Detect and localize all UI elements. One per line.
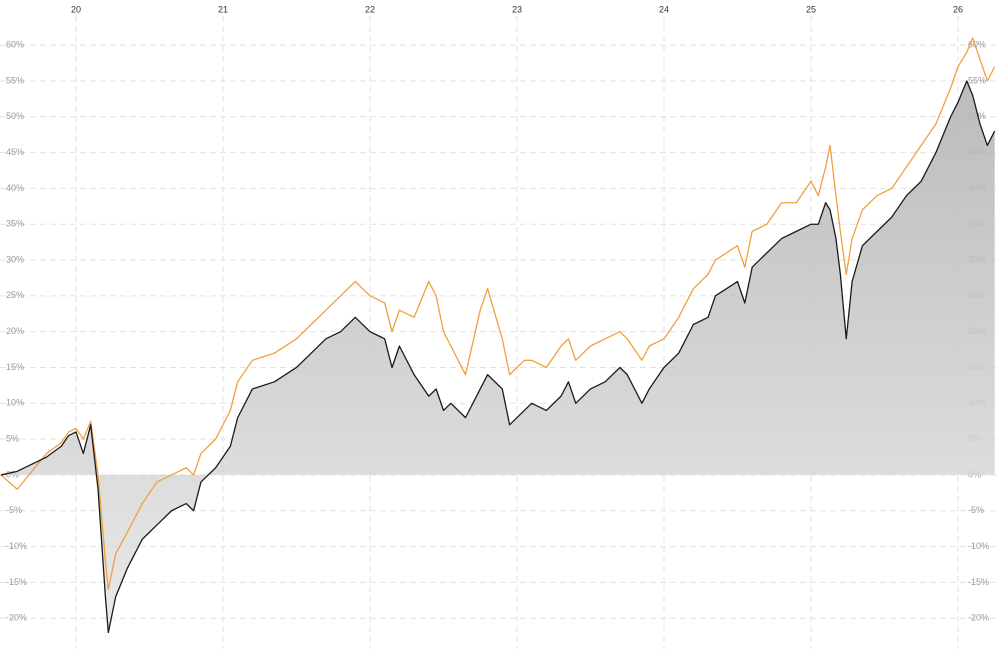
y-tick-label: 20% [6,326,24,336]
y-tick-label: 30% [6,254,24,264]
line [0,80,996,634]
y-tick-label-right: -15% [968,577,989,587]
y-tick-label: 25% [6,290,24,300]
y-tick-label: 45% [6,147,24,157]
y-tick-label-right: -10% [968,541,989,551]
y-tick-label: 55% [6,75,24,85]
y-tick-label-right: -5% [968,505,984,515]
y-tick-label: 40% [6,183,24,193]
y-tick-label: 15% [6,362,24,372]
y-tick-label-right: 60% [968,40,986,50]
area [1,80,995,633]
x-tick-label: 26 [953,4,963,14]
y-tick-label: 35% [6,219,24,229]
x-tick-label: 22 [365,4,375,14]
y-tick-label: 10% [6,398,24,408]
x-tick-label: 21 [218,4,228,14]
y-tick-label: -15% [6,577,27,587]
y-tick-label: 5% [6,433,19,443]
x-tick-label: 25 [806,4,816,14]
y-tick-label: -20% [6,613,27,623]
x-tick-label: 20 [71,4,81,14]
y-tick-label: -5% [6,505,22,515]
y-tick-label: -10% [6,541,27,551]
x-tick-label: 24 [659,4,669,14]
line [0,37,996,591]
y-tick-label-right: 55% [968,75,986,85]
y-tick-label-right: -20% [968,613,989,623]
y-tick-label: 60% [6,40,24,50]
y-tick-label: 50% [6,111,24,121]
x-tick-label: 23 [512,4,522,14]
